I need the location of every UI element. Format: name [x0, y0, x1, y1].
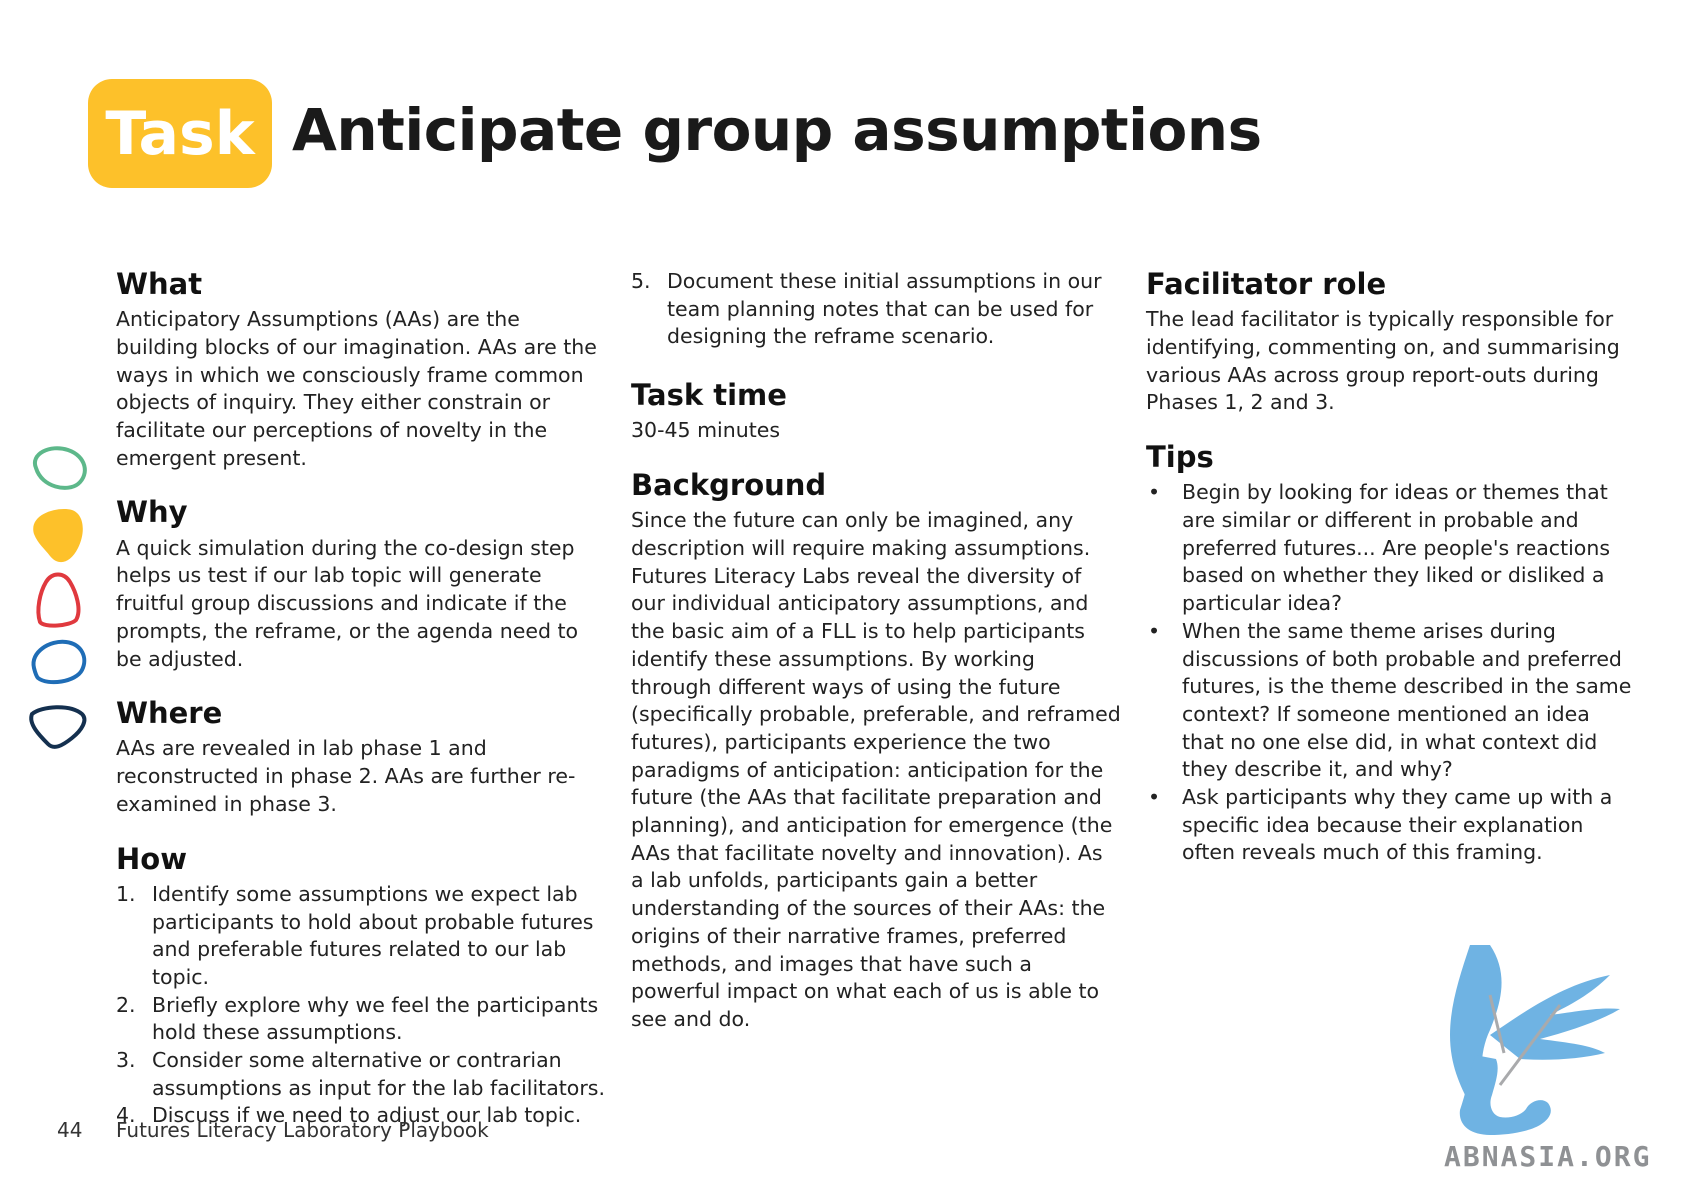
background-text: Since the future can only be imagined, a…	[631, 508, 1121, 1031]
green-blob-icon	[32, 446, 87, 490]
list-number: 2.	[116, 992, 136, 1017]
yellow-blob-icon	[33, 509, 83, 563]
column-right: Facilitator role The lead facilitator is…	[1146, 266, 1636, 889]
list-number: 4.	[116, 1103, 136, 1128]
page-title: Anticipate group assumptions	[292, 96, 1262, 164]
watermark-text: ABNASIA.ORG	[1444, 1140, 1652, 1173]
heading-background: Background	[631, 468, 827, 503]
footer-book-title: Futures Literacy Laboratory Playbook	[116, 1118, 489, 1142]
heading-task-time: Task time	[631, 378, 787, 413]
heading-where: Where	[116, 696, 223, 731]
section-why: Why A quick simulation during the co-des…	[116, 494, 606, 673]
griffin-logo-icon	[1450, 945, 1620, 1135]
section-background: Background Since the future can only be …	[631, 467, 1121, 1034]
list-item-text: Begin by looking for ideas or themes tha…	[1182, 480, 1611, 616]
list-number: 1.	[116, 881, 136, 906]
page-number: 44	[57, 1118, 83, 1142]
bullet-icon: •	[1148, 785, 1161, 810]
bullet-icon: •	[1148, 618, 1161, 643]
tips-list: • Begin by looking for ideas or themes th…	[1146, 479, 1636, 867]
why-text: A quick simulation during the co-design …	[116, 535, 579, 671]
task-badge: Task	[88, 79, 272, 188]
heading-what: What	[116, 267, 203, 301]
section-facilitator-role: Facilitator role The lead facilitator is…	[1146, 266, 1636, 417]
decorative-shapes	[29, 446, 87, 749]
section-where: Where AAs are revealed in lab phase 1 an…	[116, 695, 606, 818]
section-how-continued: 5. Document these initial assumptions in …	[631, 268, 1121, 351]
list-item: • When the same theme arises during discu…	[1146, 618, 1636, 784]
section-how: How 1. Identify some assumptions we expec…	[116, 841, 606, 1131]
list-item: • Ask participants why they came up with …	[1146, 784, 1636, 867]
list-item-text: Identify some assumptions we expect lab …	[152, 881, 594, 989]
heading-facilitator-role: Facilitator role	[1146, 267, 1387, 301]
blue-blob-icon	[31, 639, 87, 685]
column-middle: 5. Document these initial assumptions in …	[631, 268, 1121, 1056]
section-tips: Tips • Begin by looking for ideas or them…	[1146, 439, 1636, 867]
heading-why: Why	[116, 495, 188, 530]
list-item: 1. Identify some assumptions we expect la…	[116, 881, 606, 992]
section-what: What Anticipatory Assumptions (AAs) are …	[116, 266, 606, 472]
list-number: 5.	[631, 269, 651, 293]
where-text: AAs are revealed in lab phase 1 and reco…	[116, 736, 576, 816]
list-item-text: Briefly explore why we feel the particip…	[152, 992, 599, 1045]
list-item-text: Consider some alternative or contrarian …	[152, 1048, 605, 1100]
red-blob-icon	[36, 572, 81, 628]
heading-how: How	[116, 841, 187, 876]
what-text: Anticipatory Assumptions (AAs) are the b…	[116, 307, 597, 470]
section-task-time: Task time 30-45 minutes	[631, 377, 1121, 445]
how-list: 1. Identify some assumptions we expect la…	[116, 881, 606, 1130]
list-item-text: When the same theme arises during discus…	[1182, 618, 1632, 782]
list-item-text: Ask participants why they came up with a…	[1182, 785, 1613, 865]
facilitator-role-text: The lead facilitator is typically respon…	[1146, 307, 1620, 415]
list-item: • Begin by looking for ideas or themes th…	[1146, 479, 1636, 618]
bullet-icon: •	[1148, 480, 1161, 505]
list-item-text: Discuss if we need to adjust our lab top…	[152, 1103, 582, 1128]
how-list-continued: 5. Document these initial assumptions in …	[631, 268, 1121, 351]
heading-tips: Tips	[1146, 440, 1214, 475]
task-time-text: 30-45 minutes	[631, 418, 781, 443]
list-item: 2. Briefly explore why we feel the partic…	[116, 992, 606, 1047]
list-item-text: Document these initial assumptions in ou…	[667, 269, 1102, 349]
column-left: What Anticipatory Assumptions (AAs) are …	[116, 266, 606, 1152]
navy-blob-icon	[29, 705, 87, 749]
list-item: 3. Consider some alternative or contraria…	[116, 1047, 606, 1102]
list-item: 5. Document these initial assumptions in …	[631, 268, 1121, 351]
list-number: 3.	[116, 1048, 136, 1073]
list-item: 4. Discuss if we need to adjust our lab t…	[116, 1102, 606, 1130]
